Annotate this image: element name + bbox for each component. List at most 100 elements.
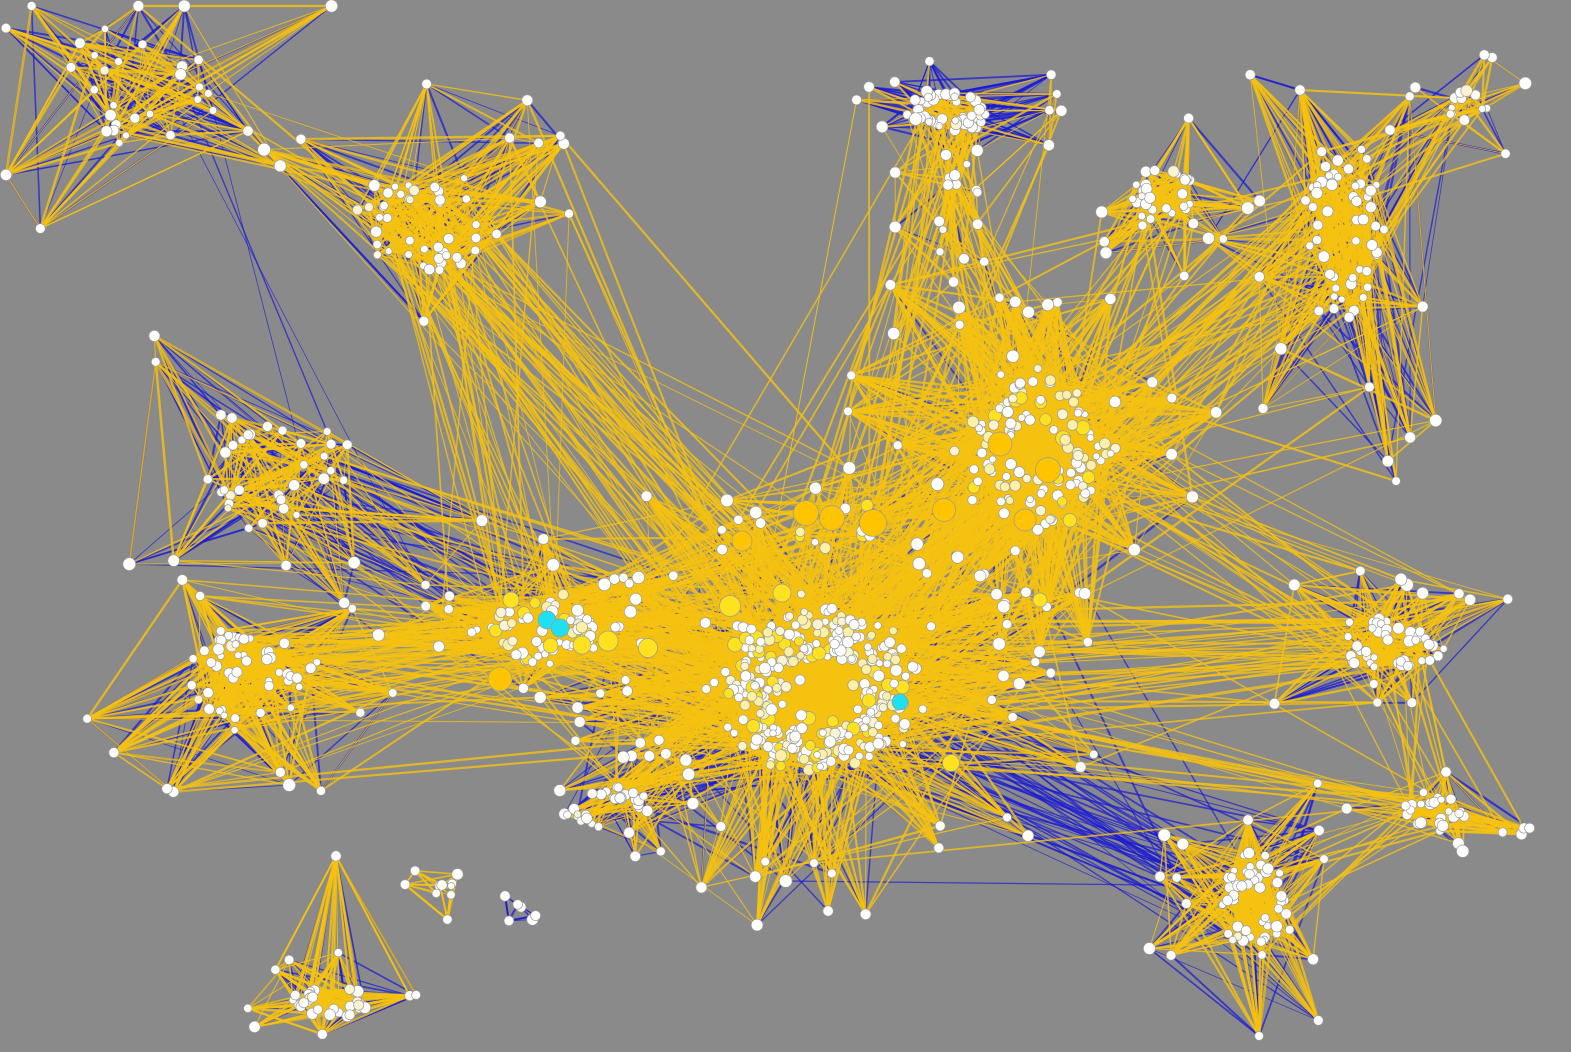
- graph-edge: [5, 89, 95, 176]
- graph-edge: [141, 44, 151, 115]
- graph-edge: [425, 83, 440, 192]
- graph-edge: [232, 444, 483, 522]
- graph-edge: [30, 5, 42, 229]
- graph-edge: [1389, 54, 1485, 131]
- graph-edge: [39, 130, 108, 230]
- graph-edge: [134, 4, 333, 120]
- graph-edge: [282, 429, 332, 446]
- graph-edge: [207, 477, 324, 481]
- graph-edge: [232, 445, 287, 566]
- graph-edge: [113, 751, 168, 790]
- graph-edge: [894, 73, 1052, 83]
- graph-edge: [323, 478, 427, 586]
- graph-edge: [426, 83, 540, 144]
- graph-edge: [5, 27, 181, 75]
- graph-edge: [326, 431, 426, 586]
- graph-edge: [137, 5, 281, 167]
- graph-edge: [154, 335, 332, 445]
- graph-edge: [225, 452, 304, 466]
- graph-edge: [434, 137, 511, 188]
- graph-edge: [212, 110, 305, 465]
- graph-edge: [5, 27, 72, 68]
- graph-edge: [153, 334, 348, 446]
- graph-edge: [1318, 310, 1370, 388]
- graph-edge: [5, 141, 120, 177]
- graph-edge: [40, 109, 214, 230]
- graph-edge: [104, 5, 140, 30]
- graph-edge: [70, 28, 106, 69]
- graph-edge: [5, 130, 107, 176]
- graph-edge: [153, 335, 209, 480]
- graph-edge: [1280, 348, 1389, 462]
- graph-edge: [407, 99, 528, 187]
- graph-edge: [154, 361, 175, 561]
- graph-edge: [154, 361, 232, 497]
- graph-edge: [1148, 947, 1260, 1037]
- graph-edge: [172, 671, 280, 793]
- graph-edge: [79, 42, 119, 63]
- graph-edge: [155, 361, 348, 446]
- graph-edge: [881, 99, 916, 128]
- graph-edge: [153, 335, 284, 432]
- graph-edge: [5, 4, 333, 176]
- graph-edge: [40, 130, 249, 230]
- graph-edge: [113, 65, 183, 106]
- graph-edge: [170, 5, 332, 136]
- graph-edge: [293, 484, 427, 586]
- graph-edge: [104, 28, 180, 77]
- graph-edge: [293, 484, 345, 604]
- graph-edge: [197, 5, 332, 101]
- graph-edge: [134, 98, 198, 119]
- graph-edge: [231, 417, 240, 491]
- graph-edge: [196, 59, 200, 100]
- graph-edge: [439, 143, 565, 201]
- graph-edge: [326, 430, 483, 522]
- graph-edge: [266, 425, 332, 472]
- graph-edge: [30, 5, 112, 116]
- graph-edge: [94, 5, 332, 91]
- graph-edge: [183, 5, 201, 88]
- graph-edge: [279, 661, 318, 773]
- graph-edge: [5, 5, 139, 176]
- graph-edge: [153, 335, 232, 496]
- graph-edge: [238, 443, 348, 491]
- graph-edge: [1170, 954, 1260, 1037]
- graph-edge: [343, 562, 355, 604]
- graph-edge: [263, 148, 425, 322]
- graph-edge: [70, 66, 281, 167]
- graph-edge: [30, 5, 106, 72]
- graph-edge: [1187, 117, 1261, 202]
- graph-edge: [86, 579, 184, 720]
- graph-edge: [5, 27, 107, 132]
- graph-edge: [5, 27, 95, 57]
- graph-edge: [4, 5, 33, 176]
- graph-edge: [386, 83, 428, 219]
- graph-edge: [248, 527, 355, 564]
- graph-edge: [125, 98, 199, 137]
- graph-edge: [1250, 74, 1301, 91]
- graph-edge: [5, 130, 249, 176]
- graph-edge: [155, 361, 282, 500]
- graph-edge: [115, 5, 186, 126]
- graph-edge: [386, 192, 410, 255]
- graph-edge: [426, 83, 528, 101]
- graph-edge: [231, 417, 295, 486]
- graph-edge: [5, 174, 42, 229]
- graph-edge: [231, 417, 325, 457]
- graph-edge: [373, 83, 428, 186]
- graph-edge: [263, 148, 436, 189]
- graph-edge: [1445, 771, 1531, 829]
- graph-edge: [440, 212, 570, 265]
- graph-edge: [112, 104, 128, 136]
- graph-edge: [206, 414, 222, 480]
- graph-edge: [263, 149, 440, 271]
- graph-edge: [207, 417, 233, 480]
- graph-edge: [407, 177, 465, 255]
- graph-edge: [166, 692, 209, 790]
- graph-edge: [408, 83, 428, 200]
- graph-edge: [104, 28, 199, 61]
- graph-edge: [70, 67, 108, 132]
- graph-edge: [1318, 310, 1437, 422]
